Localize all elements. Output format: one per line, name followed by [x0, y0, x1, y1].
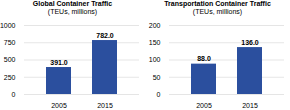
svg-text:50: 50	[153, 73, 161, 80]
svg-text:200: 200	[149, 22, 161, 29]
svg-text:0: 0	[12, 91, 16, 98]
svg-text:391.0: 391.0	[50, 59, 68, 66]
svg-text:1000: 1000	[0, 22, 16, 29]
svg-text:136.0: 136.0	[241, 39, 259, 46]
svg-text:100: 100	[149, 56, 161, 63]
html-text:Transportation Container Traff: Transportation Container Traffic	[164, 0, 271, 7]
svg-text:0: 0	[157, 91, 161, 98]
html-text:(TEUs, millions): (TEUs, millions)	[192, 8, 243, 15]
svg-text:2015: 2015	[97, 102, 113, 108]
html-text:(TEUs, millions): (TEUs, millions)	[47, 8, 98, 15]
svg-text:782.0: 782.0	[96, 32, 114, 39]
svg-text:750: 750	[4, 39, 16, 46]
html-text:Global Container Traffic: Global Container Traffic	[32, 0, 113, 7]
svg-text:2005: 2005	[51, 102, 67, 108]
svg-text:250: 250	[4, 73, 16, 80]
svg-text:88.0: 88.0	[197, 55, 211, 62]
svg-text:150: 150	[149, 39, 161, 46]
svg-text:500: 500	[4, 56, 16, 63]
svg-text:2015: 2015	[242, 102, 258, 108]
svg-text:2005: 2005	[196, 102, 212, 108]
